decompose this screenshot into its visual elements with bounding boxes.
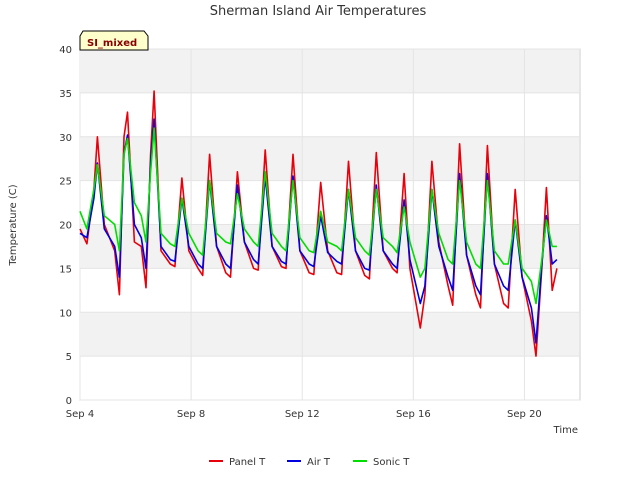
y-tick-label: 5 [66, 352, 72, 363]
x-axis-label: Time [553, 425, 578, 436]
badge-label: SI_mixed [87, 38, 137, 49]
grid-band [81, 136, 579, 181]
x-axis: Sep 4 Sep 8 Sep 12 Sep 16 Sep 20 [66, 409, 542, 420]
badge: SI_mixed [79, 30, 149, 51]
series-group [79, 90, 558, 357]
y-axis-label: Temperature (C) [8, 184, 19, 266]
series-line-sonic-t [79, 127, 557, 305]
y-tick-label: 15 [59, 264, 72, 275]
chart-title: Sherman Island Air Temperatures [210, 4, 427, 19]
y-axis: 0 5 10 15 20 25 30 35 40 [59, 45, 72, 407]
grid-band [81, 224, 579, 269]
y-tick-label: 10 [59, 308, 72, 319]
y-tick-label: 25 [59, 177, 72, 188]
x-tick-label: Sep 20 [507, 409, 542, 420]
y-tick-label: 35 [59, 89, 72, 100]
y-tick-label: 0 [66, 396, 72, 407]
gridlines [79, 48, 580, 401]
y-tick-label: 20 [59, 221, 72, 232]
background-bands [81, 49, 579, 357]
legend-label-panel-t: Panel T [229, 457, 266, 468]
y-tick-label: 40 [59, 45, 72, 56]
y-tick-label: 30 [59, 133, 72, 144]
legend-label-sonic-t: Sonic T [373, 457, 410, 468]
x-tick-label: Sep 8 [177, 409, 205, 420]
grid-band [81, 49, 579, 93]
badge-shape [79, 30, 149, 51]
legend: Panel T Air T Sonic T [209, 457, 410, 468]
x-tick-label: Sep 4 [66, 409, 94, 420]
grid-band [81, 312, 579, 357]
x-tick-label: Sep 16 [396, 409, 431, 420]
x-tick-label: Sep 12 [285, 409, 320, 420]
legend-label-air-t: Air T [307, 457, 331, 468]
